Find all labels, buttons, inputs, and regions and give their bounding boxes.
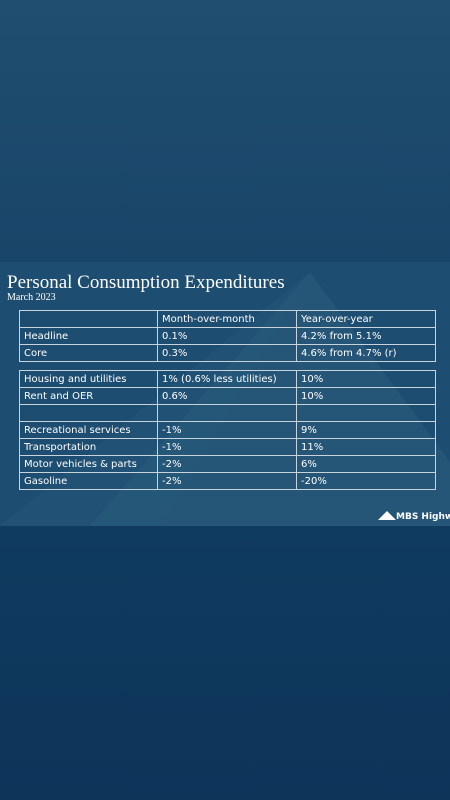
logo-icon bbox=[378, 511, 396, 520]
table-row: Motor vehicles & parts -2% 6% bbox=[19, 455, 436, 473]
table-row: Core 0.3% 4.6% from 4.7% (r) bbox=[19, 344, 436, 362]
table-cell: Motor vehicles & parts bbox=[19, 455, 158, 473]
table-cell bbox=[19, 310, 158, 328]
table-row: Month-over-month Year-over-year bbox=[19, 310, 436, 328]
table-cell: 0.3% bbox=[157, 344, 297, 362]
table-row: Recreational services -1% 9% bbox=[19, 421, 436, 439]
table-cell: 1% (0.6% less utilities) bbox=[157, 370, 297, 388]
table-cell: 0.6% bbox=[157, 387, 297, 405]
table-cell: Transportation bbox=[19, 438, 158, 456]
table-cell: -20% bbox=[296, 472, 436, 490]
table-cell: 10% bbox=[296, 387, 436, 405]
table-row: Housing and utilities 1% (0.6% less utili… bbox=[19, 370, 436, 388]
subtitle: March 2023 bbox=[7, 292, 56, 303]
table-cell: -2% bbox=[157, 472, 297, 490]
table-cell: 9% bbox=[296, 421, 436, 439]
table-cell: Month-over-month bbox=[157, 310, 297, 328]
table-cell: Rent and OER bbox=[19, 387, 158, 405]
logo: MBS Highway. bbox=[378, 510, 450, 522]
table-cell: 4.6% from 4.7% (r) bbox=[296, 344, 436, 362]
table-row: Rent and OER 0.6% 10% bbox=[19, 387, 436, 405]
table-cell: 11% bbox=[296, 438, 436, 456]
table-cell: Core bbox=[19, 344, 158, 362]
summary-table: Month-over-month Year-over-year Headline 0.… bbox=[19, 310, 436, 362]
table-cell: Housing and utilities bbox=[19, 370, 158, 388]
table-cell bbox=[157, 404, 297, 422]
table-row: Gasoline -2% -20% bbox=[19, 472, 436, 490]
table-cell: Recreational services bbox=[19, 421, 158, 439]
table-cell: 0.1% bbox=[157, 327, 297, 345]
table-cell bbox=[296, 404, 436, 422]
table-cell: Gasoline bbox=[19, 472, 158, 490]
spacer-row bbox=[19, 404, 436, 422]
table-cell: 6% bbox=[296, 455, 436, 473]
table-row: Transportation -1% 11% bbox=[19, 438, 436, 456]
table-cell: -1% bbox=[157, 438, 297, 456]
title: Personal Consumption Expenditures bbox=[7, 272, 285, 293]
table-cell bbox=[19, 404, 158, 422]
table-cell: Headline bbox=[19, 327, 158, 345]
table-cell: Year-over-year bbox=[296, 310, 436, 328]
table-cell: -1% bbox=[157, 421, 297, 439]
table-row: Headline 0.1% 4.2% from 5.1% bbox=[19, 327, 436, 345]
table-cell: -2% bbox=[157, 455, 297, 473]
logo-text: MBS Highway. bbox=[396, 512, 450, 522]
table-cell: 4.2% from 5.1% bbox=[296, 327, 436, 345]
table-cell: 10% bbox=[296, 370, 436, 388]
category-table: Housing and utilities 1% (0.6% less utili… bbox=[19, 370, 436, 490]
